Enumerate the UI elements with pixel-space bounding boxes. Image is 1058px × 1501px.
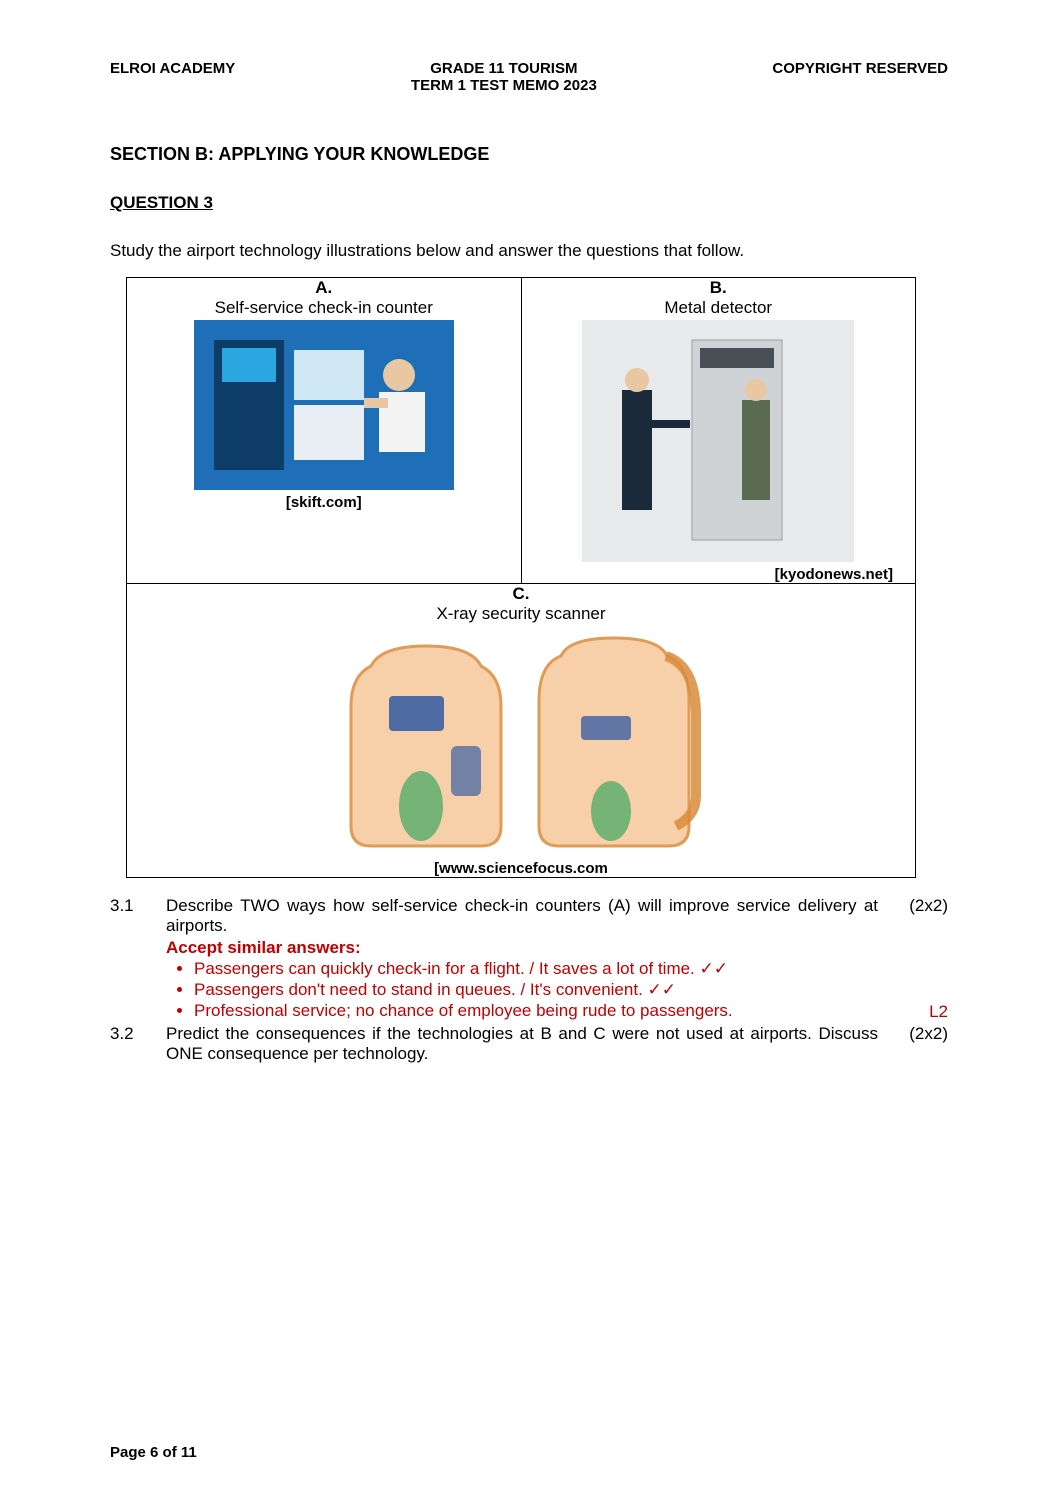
question-title: QUESTION 3 <box>110 193 948 213</box>
figure-b-caption: Metal detector <box>522 298 916 318</box>
figure-c-image <box>311 626 731 856</box>
q31-accept-heading: Accept similar answers: <box>166 938 361 957</box>
header-center-line2: TERM 1 TEST MEMO 2023 <box>411 77 597 94</box>
section-title: SECTION B: APPLYING YOUR KNOWLEDGE <box>110 144 948 165</box>
q32-marks: (2x2) <box>888 1024 948 1064</box>
q31-text: Describe TWO ways how self-service check… <box>166 896 878 935</box>
question-3-1: 3.1 Describe TWO ways how self-service c… <box>110 896 948 936</box>
figure-b-label: B. <box>522 278 916 298</box>
figure-cell-a: A. Self-service check-in counter [skift. <box>127 278 521 511</box>
figure-a-credit: [skift.com] <box>127 494 521 511</box>
footer-page-total: 11 <box>181 1444 197 1461</box>
q31-level: L2 <box>888 1002 948 1022</box>
figure-a-label: A. <box>127 278 521 298</box>
kiosk-photo-icon <box>194 320 454 490</box>
doc-header: ELROI ACADEMY GRADE 11 TOURISM TERM 1 TE… <box>110 60 948 94</box>
q31-answers-list: Passengers can quickly check-in for a fl… <box>194 959 878 1021</box>
footer-mid: of <box>158 1444 181 1461</box>
page-footer: Page 6 of 11 <box>110 1444 948 1461</box>
xray-scan-icon <box>311 626 731 856</box>
question-3-2: 3.2 Predict the consequences if the tech… <box>110 1024 948 1064</box>
figure-cell-b: B. Metal detector [kyodonews.net] <box>522 278 916 583</box>
instruction-text: Study the airport technology illustratio… <box>110 241 948 261</box>
figure-c-caption: X-ray security scanner <box>127 604 915 624</box>
header-center-line1: GRADE 11 TOURISM <box>411 60 597 77</box>
q31-answer-3: Professional service; no chance of emplo… <box>194 1001 878 1021</box>
header-left: ELROI ACADEMY <box>110 60 235 94</box>
q31-marks: (2x2) <box>888 896 948 936</box>
figure-cell-c: C. X-ray security scanner <box>127 584 915 877</box>
footer-pre: Page <box>110 1444 150 1461</box>
figure-table: A. Self-service check-in counter [skift. <box>126 277 916 878</box>
figure-a-image <box>194 320 454 490</box>
q31-accept-row: Accept similar answers: Passengers can q… <box>110 938 948 1022</box>
metal-detector-photo-icon <box>582 320 854 562</box>
q32-number: 3.2 <box>110 1024 166 1064</box>
q31-answer-2: Passengers don't need to stand in queues… <box>194 980 878 1000</box>
header-center: GRADE 11 TOURISM TERM 1 TEST MEMO 2023 <box>411 60 597 94</box>
figure-c-label: C. <box>127 584 915 604</box>
figure-c-credit: [www.sciencefocus.com <box>127 860 915 877</box>
q32-text: Predict the consequences if the technolo… <box>166 1024 878 1063</box>
q31-answer-1: Passengers can quickly check-in for a fl… <box>194 959 878 979</box>
figure-b-credit: [kyodonews.net] <box>522 566 916 583</box>
figure-b-image <box>582 320 854 562</box>
header-right: COPYRIGHT RESERVED <box>772 60 948 94</box>
figure-a-caption: Self-service check-in counter <box>127 298 521 318</box>
q31-number: 3.1 <box>110 896 166 936</box>
